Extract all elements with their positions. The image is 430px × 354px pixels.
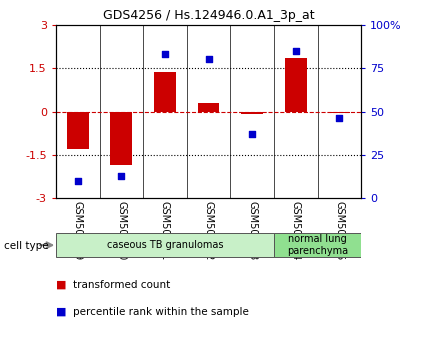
FancyBboxPatch shape bbox=[56, 233, 273, 257]
Bar bbox=[285, 58, 307, 112]
Bar bbox=[241, 112, 263, 114]
Bar bbox=[329, 112, 350, 113]
Title: GDS4256 / Hs.124946.0.A1_3p_at: GDS4256 / Hs.124946.0.A1_3p_at bbox=[103, 9, 314, 22]
Point bbox=[118, 173, 125, 178]
Bar bbox=[198, 103, 219, 112]
Bar bbox=[154, 73, 176, 112]
Text: ■: ■ bbox=[56, 307, 66, 316]
Point bbox=[249, 131, 255, 137]
Point bbox=[162, 51, 169, 57]
Point bbox=[74, 178, 81, 184]
Text: cell type: cell type bbox=[4, 241, 49, 251]
FancyBboxPatch shape bbox=[274, 233, 361, 257]
Point bbox=[292, 48, 299, 53]
Text: percentile rank within the sample: percentile rank within the sample bbox=[73, 307, 249, 316]
Text: transformed count: transformed count bbox=[73, 280, 170, 290]
Text: ■: ■ bbox=[56, 280, 66, 290]
Text: normal lung
parenchyma: normal lung parenchyma bbox=[287, 234, 348, 256]
Bar bbox=[67, 112, 89, 149]
Point bbox=[205, 57, 212, 62]
Text: caseous TB granulomas: caseous TB granulomas bbox=[107, 240, 223, 250]
Point bbox=[336, 116, 343, 121]
Bar bbox=[111, 112, 132, 165]
